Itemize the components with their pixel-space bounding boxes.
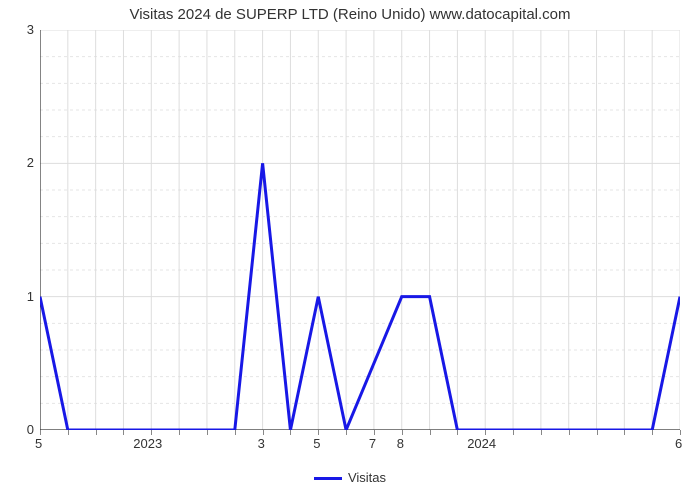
- x-minor-tick: [680, 430, 681, 435]
- x-minor-tick: [68, 430, 69, 435]
- x-minor-tick: [290, 430, 291, 435]
- x-minor-tick: [457, 430, 458, 435]
- x-tick-label: 2023: [133, 436, 162, 451]
- x-tick-label: 3: [258, 436, 265, 451]
- x-tick-label: 5: [35, 436, 42, 451]
- x-minor-tick: [123, 430, 124, 435]
- x-minor-tick: [485, 430, 486, 435]
- x-minor-tick: [235, 430, 236, 435]
- y-tick-label: 0: [27, 422, 34, 437]
- x-minor-tick: [402, 430, 403, 435]
- x-tick-label: 7: [369, 436, 376, 451]
- x-minor-tick: [569, 430, 570, 435]
- x-tick-label: 6: [675, 436, 682, 451]
- x-minor-tick: [207, 430, 208, 435]
- x-minor-tick: [263, 430, 264, 435]
- x-minor-tick: [597, 430, 598, 435]
- y-tick-label: 3: [27, 22, 34, 37]
- legend-swatch: [314, 477, 342, 480]
- x-minor-tick: [151, 430, 152, 435]
- legend: Visitas: [0, 470, 700, 485]
- y-tick-label: 2: [27, 155, 34, 170]
- x-minor-tick: [318, 430, 319, 435]
- chart-plot: [40, 30, 680, 430]
- x-minor-tick: [346, 430, 347, 435]
- x-minor-tick: [624, 430, 625, 435]
- chart-container: Visitas 2024 de SUPERP LTD (Reino Unido)…: [0, 0, 700, 500]
- x-tick-label: 8: [397, 436, 404, 451]
- x-minor-tick: [430, 430, 431, 435]
- chart-title: Visitas 2024 de SUPERP LTD (Reino Unido)…: [0, 6, 700, 23]
- x-minor-tick: [541, 430, 542, 435]
- x-minor-tick: [652, 430, 653, 435]
- legend-label: Visitas: [348, 470, 386, 485]
- y-tick-label: 1: [27, 289, 34, 304]
- x-minor-tick: [374, 430, 375, 435]
- x-minor-tick: [96, 430, 97, 435]
- x-minor-tick: [179, 430, 180, 435]
- x-tick-label: 5: [313, 436, 320, 451]
- x-minor-tick: [513, 430, 514, 435]
- x-tick-label: 2024: [467, 436, 496, 451]
- x-minor-tick: [40, 430, 41, 435]
